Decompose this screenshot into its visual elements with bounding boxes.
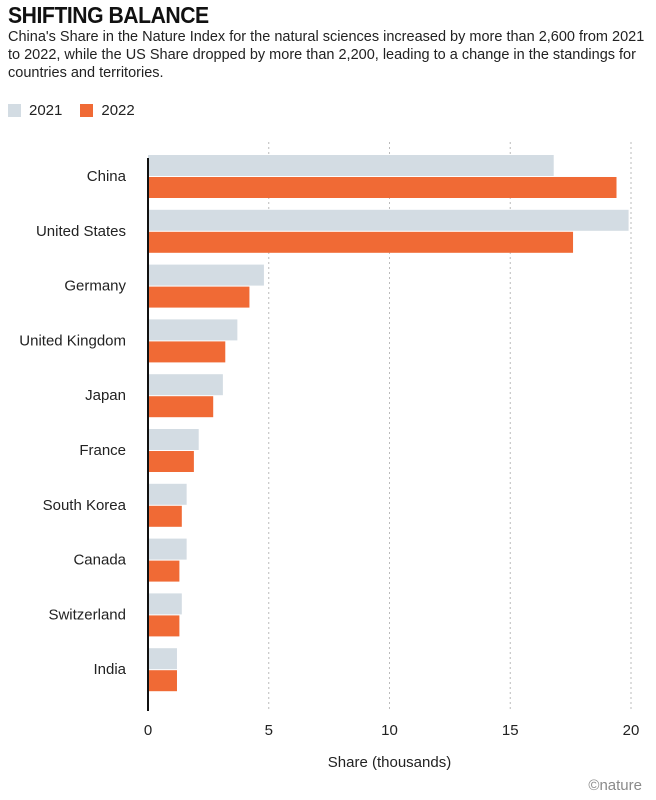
legend-swatch-2021 <box>8 104 21 117</box>
bar-2022 <box>148 451 194 472</box>
category-label: France <box>79 442 126 459</box>
legend: 2021 2022 <box>8 102 153 119</box>
category-label: India <box>93 661 126 678</box>
x-tick-label: 0 <box>144 722 152 739</box>
category-label: United States <box>36 223 126 240</box>
category-label: Germany <box>64 278 126 295</box>
bar-2021 <box>148 319 238 341</box>
bar-2022 <box>148 286 250 308</box>
x-tick-label: 20 <box>623 722 640 739</box>
bar-2021 <box>148 155 554 176</box>
category-label: Switzerland <box>48 606 126 623</box>
bar-2022 <box>148 231 574 253</box>
bar-2022 <box>148 396 214 418</box>
bar-2021 <box>148 483 187 505</box>
x-tick-label: 15 <box>502 722 519 739</box>
legend-item-2021: 2021 <box>8 102 62 119</box>
bar-2021 <box>148 374 223 396</box>
bar-2022 <box>148 505 182 527</box>
bar-2021 <box>148 593 182 615</box>
nature-credit: ©nature <box>588 777 642 794</box>
bar-2022 <box>148 615 180 637</box>
bar-chart: China United States Germany United Kingdom J… <box>19 142 640 771</box>
bar-2021 <box>148 264 264 286</box>
bar-2022 <box>148 560 180 582</box>
category-label: Japan <box>85 387 126 404</box>
bar-2022 <box>148 341 226 363</box>
x-tick-label: 10 <box>381 722 398 739</box>
category-label: United Kingdom <box>19 332 126 349</box>
bar-2021 <box>148 429 199 450</box>
category-label: South Korea <box>43 497 127 514</box>
bar-2021 <box>148 538 187 560</box>
bar-2022 <box>148 670 177 692</box>
x-axis-title: Share (thousands) <box>328 754 451 771</box>
bar-2021 <box>148 209 629 231</box>
category-label: China <box>87 168 127 185</box>
chart-subtitle: China's Share in the Nature Index for th… <box>8 29 645 81</box>
x-tick-label: 5 <box>265 722 273 739</box>
category-label: Canada <box>73 552 126 569</box>
chart-title: SHIFTING BALANCE <box>8 2 209 28</box>
legend-swatch-2022 <box>80 104 94 117</box>
bar-2021 <box>148 648 177 670</box>
bar-2022 <box>148 177 617 198</box>
legend-label-2021: 2021 <box>29 102 63 119</box>
legend-label-2022: 2022 <box>101 102 135 119</box>
legend-item-2022: 2022 <box>80 102 135 119</box>
